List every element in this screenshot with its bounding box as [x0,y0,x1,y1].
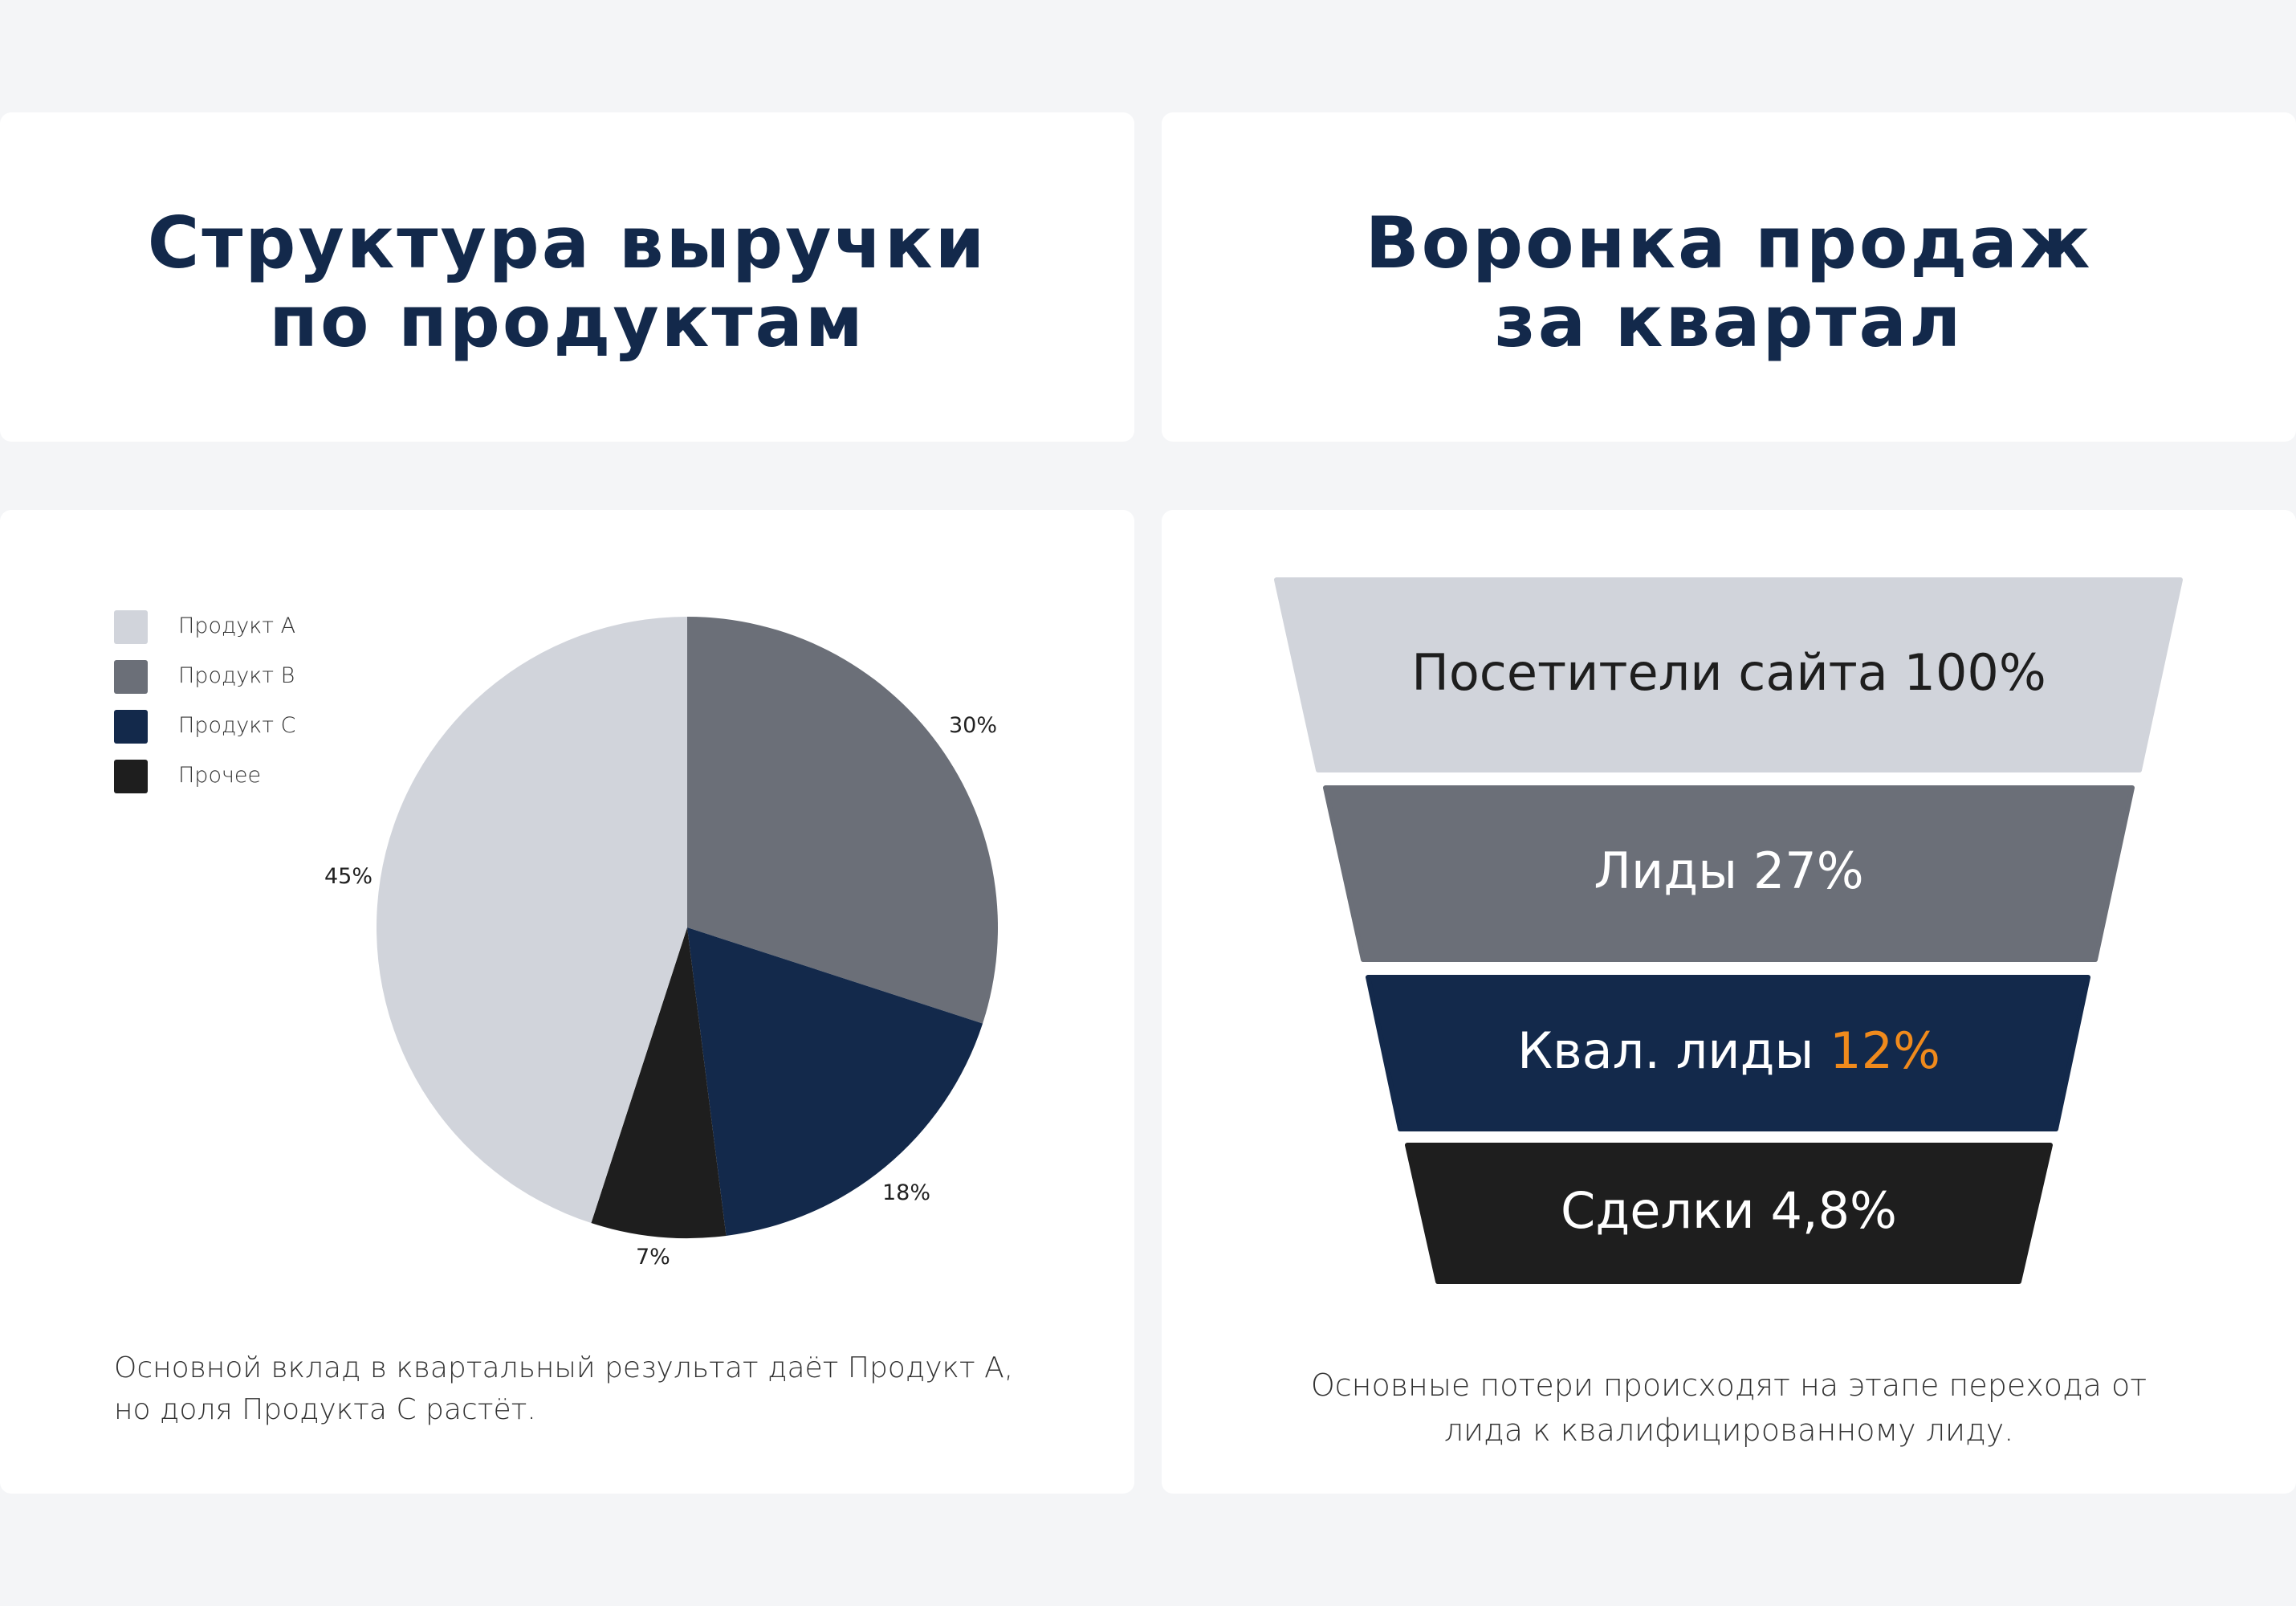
funnel-stage-label: Посетители сайта 100% [1162,643,2296,702]
right-title-card: Воронка продаж за квартал [1162,112,2296,442]
legend-swatch [114,660,148,694]
funnel-stage-2 [1366,975,2090,1131]
pie-slice-продукт-c [687,927,983,1236]
funnel-stage-value: 100% [1903,642,2046,702]
legend-label: Продукт A [178,613,296,638]
legend-label: Прочее [178,763,262,788]
funnel-caption-line1: Основные потери происходят на этапе пере… [1310,1368,2147,1403]
pie-caption-line2: но доля Продукта С растёт. [114,1393,536,1426]
pie-slice-продукт-a [377,617,687,1224]
funnel-stage-value: 4,8% [1770,1181,1897,1240]
pie-title-line2: по продуктам [269,280,865,363]
funnel-stage-name: Посетители сайта [1411,642,1888,702]
funnel-stage-0 [1274,577,2183,772]
funnel-title-line1: Воронка продаж [1365,202,2093,284]
funnel-stage-label: Квал. лиды 12% [1162,1021,2296,1080]
pie-slice-продукт-b [687,617,998,1024]
pie-value-label: 30% [949,713,998,738]
pie-slice-прочее [591,927,727,1238]
pie-value-label: 45% [324,864,373,889]
pie-caption-line1: Основной вклад в квартальный результат д… [114,1351,1014,1384]
funnel-title: Воронка продаж за квартал [1162,204,2296,361]
left-title-card: Структура выручки по продуктам [0,112,1134,442]
funnel-caption-line2: лида к квалифицированному лиду. [1443,1412,2014,1448]
legend-swatch [114,760,148,793]
funnel-stage-name: Квал. лиды [1517,1021,1814,1080]
pie-caption: Основной вклад в квартальный результат д… [114,1347,1013,1431]
funnel-title-line2: за квартал [1494,280,1964,363]
funnel-stage-name: Сделки [1561,1181,1755,1240]
legend-swatch [114,710,148,744]
legend-swatch [114,610,148,644]
funnel-stage-value: 27% [1753,842,1864,900]
funnel-stage-label: Лиды 27% [1162,842,2296,900]
legend-label: Продукт C [178,713,296,738]
pie-value-label: 18% [882,1180,931,1205]
funnel-stage-value: 12% [1830,1021,1940,1080]
funnel-stage-3 [1405,1143,2053,1284]
pie-title-line1: Структура выручки [147,202,987,284]
funnel-caption: Основные потери происходят на этапе пере… [1162,1363,2296,1453]
pie-value-label: 7% [636,1245,670,1270]
funnel-stage-name: Лиды [1594,842,1738,900]
funnel-stage-1 [1323,785,2135,962]
funnel-stage-label: Сделки 4,8% [1162,1181,2296,1240]
legend-label: Продукт B [178,663,295,688]
pie-title: Структура выручки по продуктам [0,204,1134,361]
